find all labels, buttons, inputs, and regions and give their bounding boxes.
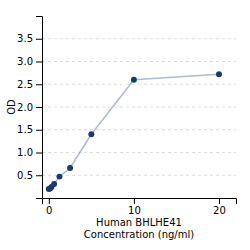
tick: 10 — [128, 198, 141, 216]
grid-line — [42, 107, 236, 108]
marks — [46, 71, 222, 192]
grid-line — [42, 84, 236, 85]
point — [67, 165, 73, 171]
grid — [42, 39, 236, 176]
tick: 0 — [46, 198, 52, 216]
point — [56, 174, 62, 180]
tick: 2.5 — [17, 79, 42, 90]
tick-mark — [36, 153, 42, 154]
tick-mark — [36, 107, 42, 108]
grid-line — [42, 175, 236, 176]
point — [131, 77, 137, 83]
point — [88, 131, 94, 137]
tick-label: 1.0 — [17, 147, 33, 158]
tick-mark — [219, 198, 220, 204]
grid-line — [42, 152, 236, 153]
tick-label: 2.5 — [17, 79, 33, 90]
tick: 2.0 — [17, 102, 42, 113]
tick-label: 3.5 — [17, 33, 33, 44]
axis-line — [43, 199, 237, 205]
tick-mark — [36, 175, 42, 176]
tick-label: 0.5 — [17, 170, 33, 181]
x-axis-title-line: Human BHLHE41 — [96, 217, 182, 228]
y-axis: 0.5 1.0 1.5 2.0 2.5 3.0 3.5 — [17, 17, 42, 199]
x-axis-title: Human BHLHE41Concentration (ng/ml) — [84, 217, 194, 240]
tick-label: 1.5 — [17, 124, 33, 135]
tick-label: 2.0 — [17, 102, 33, 113]
tick-mark — [36, 130, 42, 131]
tick-mark — [36, 39, 42, 40]
line — [49, 74, 219, 189]
tick: 20 — [213, 198, 226, 216]
tick-label: 3.0 — [17, 56, 33, 67]
grid-line — [42, 129, 236, 130]
plot-area: 0 10 20 0.5 1.0 1.5 2.0 2.5 3.0 3.5 — [17, 17, 236, 217]
point — [216, 71, 222, 77]
axis-line — [36, 17, 43, 199]
tick: 0.5 — [17, 170, 42, 181]
tick-mark — [36, 62, 42, 63]
tick-label: 20 — [213, 205, 226, 216]
tick-mark — [49, 198, 50, 204]
grid-line — [42, 38, 236, 39]
y-axis-title: OD — [6, 99, 17, 115]
tick-label: 10 — [128, 205, 141, 216]
chart: 0 10 20 0.5 1.0 1.5 2.0 2.5 3.0 3.5 Human BHLHE41C… — [0, 0, 250, 250]
grid-line — [42, 61, 236, 62]
tick-mark — [36, 84, 42, 85]
x-axis-title-line: Concentration (ng/ml) — [84, 229, 194, 240]
tick-mark — [134, 198, 135, 204]
tick: 3.5 — [17, 33, 42, 44]
tick-label: 0 — [46, 205, 52, 216]
x-axis: 0 10 20 — [43, 198, 237, 216]
point — [51, 181, 57, 187]
tick: 1.5 — [17, 124, 42, 135]
tick: 3.0 — [17, 56, 42, 67]
tick: 1.0 — [17, 147, 42, 158]
